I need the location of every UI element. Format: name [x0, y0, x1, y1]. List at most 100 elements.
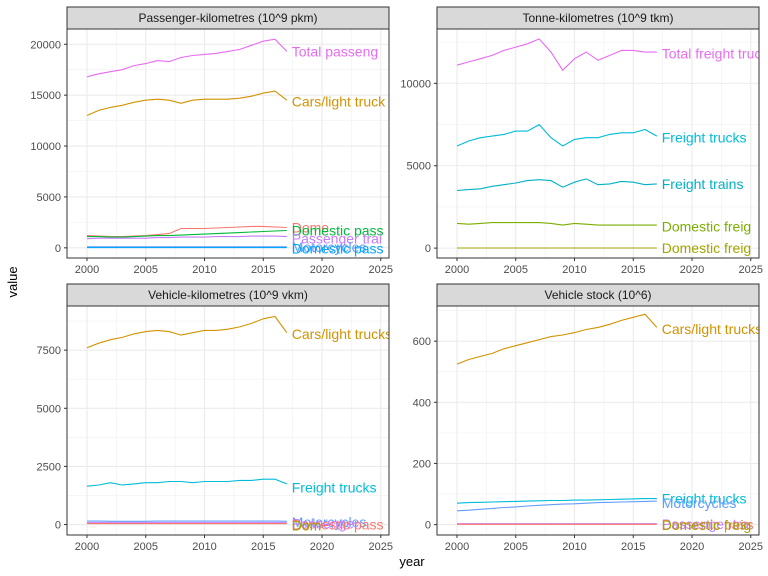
series-label: Cars/light trucks	[662, 321, 762, 337]
x-tick-label: 2020	[680, 264, 704, 276]
x-tick-label: 2015	[251, 541, 275, 553]
series-label: Domestic pass	[292, 240, 384, 256]
y-tick-label: 400	[413, 397, 431, 409]
series-line-motorcycles	[456, 500, 657, 512]
facet-title: Vehicle-kilometres (10^9 vkm)	[148, 288, 308, 302]
panel-background	[437, 29, 759, 258]
series-label: Domestic pass	[292, 223, 384, 239]
facet-panel-1: Passenger-kilometres (10^9 pkm) Total pas…	[30, 6, 393, 276]
panel-border	[66, 28, 390, 259]
facet-panel-2: Tonne-kilometres (10^9 tkm) Total freight…	[400, 6, 763, 276]
series-line-cars-light-trucks	[86, 315, 288, 349]
series-label: Total freight truc	[662, 46, 762, 62]
y-tick-label: 20000	[30, 39, 61, 51]
panel-background	[67, 306, 389, 535]
x-tick-label: 2010	[192, 541, 216, 553]
facet-title: Passenger-kilometres (10^9 pkm)	[138, 11, 317, 25]
x-tick-label: 2010	[562, 541, 586, 553]
series-label: Passenger	[292, 515, 359, 531]
series-labels: Cars/light trucks Freight trucks Motorcycl…	[292, 326, 392, 534]
x-tick-label: 2000	[445, 541, 469, 553]
series-line-passenger-trai	[86, 235, 287, 240]
series-line-total-freight	[456, 38, 657, 72]
series-label: Freight trucks	[662, 491, 747, 507]
x-tick-label: 2005	[133, 264, 157, 276]
x-tick-label: 2020	[310, 264, 334, 276]
y-tick-label: 2500	[37, 461, 61, 473]
series-label: Domestic freig	[662, 517, 751, 533]
x-tick-label: 2015	[251, 264, 275, 276]
x-tick-label: 2010	[562, 264, 586, 276]
y-tick-label: 0	[55, 243, 61, 255]
panel-border	[436, 28, 760, 259]
facet-title: Tonne-kilometres (10^9 tkm)	[522, 11, 673, 25]
panel-border	[436, 305, 760, 536]
y-tick-label: 200	[413, 458, 431, 470]
series-labels: Total freight truc Freight trucks Freight …	[662, 46, 762, 256]
facet-panels: Passenger-kilometres (10^9 pkm) Total pas…	[30, 6, 763, 553]
y-tick-label: 600	[413, 336, 431, 348]
y-tick-label: 7500	[37, 345, 61, 357]
series-label: Dom	[292, 518, 322, 534]
panel-background	[67, 29, 389, 258]
series-label: Passenger trai	[292, 231, 382, 247]
series-line-freight-trucks	[86, 478, 288, 487]
x-tick-label: 2025	[369, 541, 393, 553]
x-tick-label: 2000	[75, 541, 99, 553]
y-tick-label: 10000	[400, 78, 431, 90]
series-label: Domestic freig	[662, 219, 751, 235]
x-tick-label: 2025	[739, 264, 763, 276]
panel-border	[66, 305, 390, 536]
series-label: Dome	[292, 219, 330, 235]
series-labels: Cars/light trucks Freight trucksMotorcycl…	[662, 321, 762, 533]
series-label: Freight trucks	[662, 130, 747, 146]
series-label: Motorcycles	[292, 514, 367, 530]
series-line-domestic-pass	[87, 229, 287, 238]
y-tick-label: 5000	[407, 161, 431, 173]
x-tick-label: 2005	[503, 541, 527, 553]
series-label: Cars/light truck	[292, 93, 386, 109]
x-tick-label: 2025	[369, 264, 393, 276]
y-tick-label: 5000	[37, 403, 61, 415]
series-label: Cars/light trucks	[292, 326, 392, 342]
x-tick-label: 2020	[680, 541, 704, 553]
series-line-freight-trucks	[456, 498, 657, 504]
facet-panel-4: Vehicle stock (10^6) Cars/light trucks Fre…	[413, 283, 763, 553]
x-tick-label: 2005	[133, 541, 157, 553]
y-axis-title: value	[5, 266, 20, 297]
y-tick-label: 0	[425, 520, 431, 532]
series-lines	[456, 38, 658, 249]
series-label: Freight trains	[662, 176, 744, 192]
series-lines	[456, 313, 658, 525]
y-tick-label: 0	[425, 243, 431, 255]
series-label: Motorcycles	[292, 239, 367, 255]
x-tick-label: 2005	[503, 264, 527, 276]
x-tick-label: 2010	[192, 264, 216, 276]
facet-title: Vehicle stock (10^6)	[544, 288, 651, 302]
series-label: Domestic pass	[292, 517, 384, 533]
x-tick-label: 2015	[621, 541, 645, 553]
series-line-domestic-freig	[456, 222, 657, 226]
series-line-freight-trucks	[456, 123, 658, 147]
series-label: Domestic pass	[662, 517, 754, 533]
series-line-freight-trains	[456, 178, 657, 192]
series-lines	[86, 315, 288, 525]
series-label: Motorcycles	[662, 495, 737, 511]
series-label: Domestic freig	[662, 240, 751, 256]
x-tick-label: 2000	[75, 264, 99, 276]
x-tick-label: 2000	[445, 264, 469, 276]
x-axis-title: year	[399, 554, 425, 569]
x-tick-label: 2025	[739, 541, 763, 553]
x-tick-label: 2015	[621, 264, 645, 276]
series-line-total-passeng	[86, 38, 288, 78]
series-label: Freight trucks	[292, 479, 377, 495]
x-tick-label: 2020	[310, 541, 334, 553]
panel-background	[437, 306, 759, 535]
y-tick-label: 15000	[30, 90, 61, 102]
y-tick-label: 5000	[37, 192, 61, 204]
series-label: Passenger tra	[662, 516, 749, 532]
y-tick-label: 10000	[30, 141, 61, 153]
facet-panel-3: Vehicle-kilometres (10^9 vkm) Cars/light …	[37, 283, 393, 553]
